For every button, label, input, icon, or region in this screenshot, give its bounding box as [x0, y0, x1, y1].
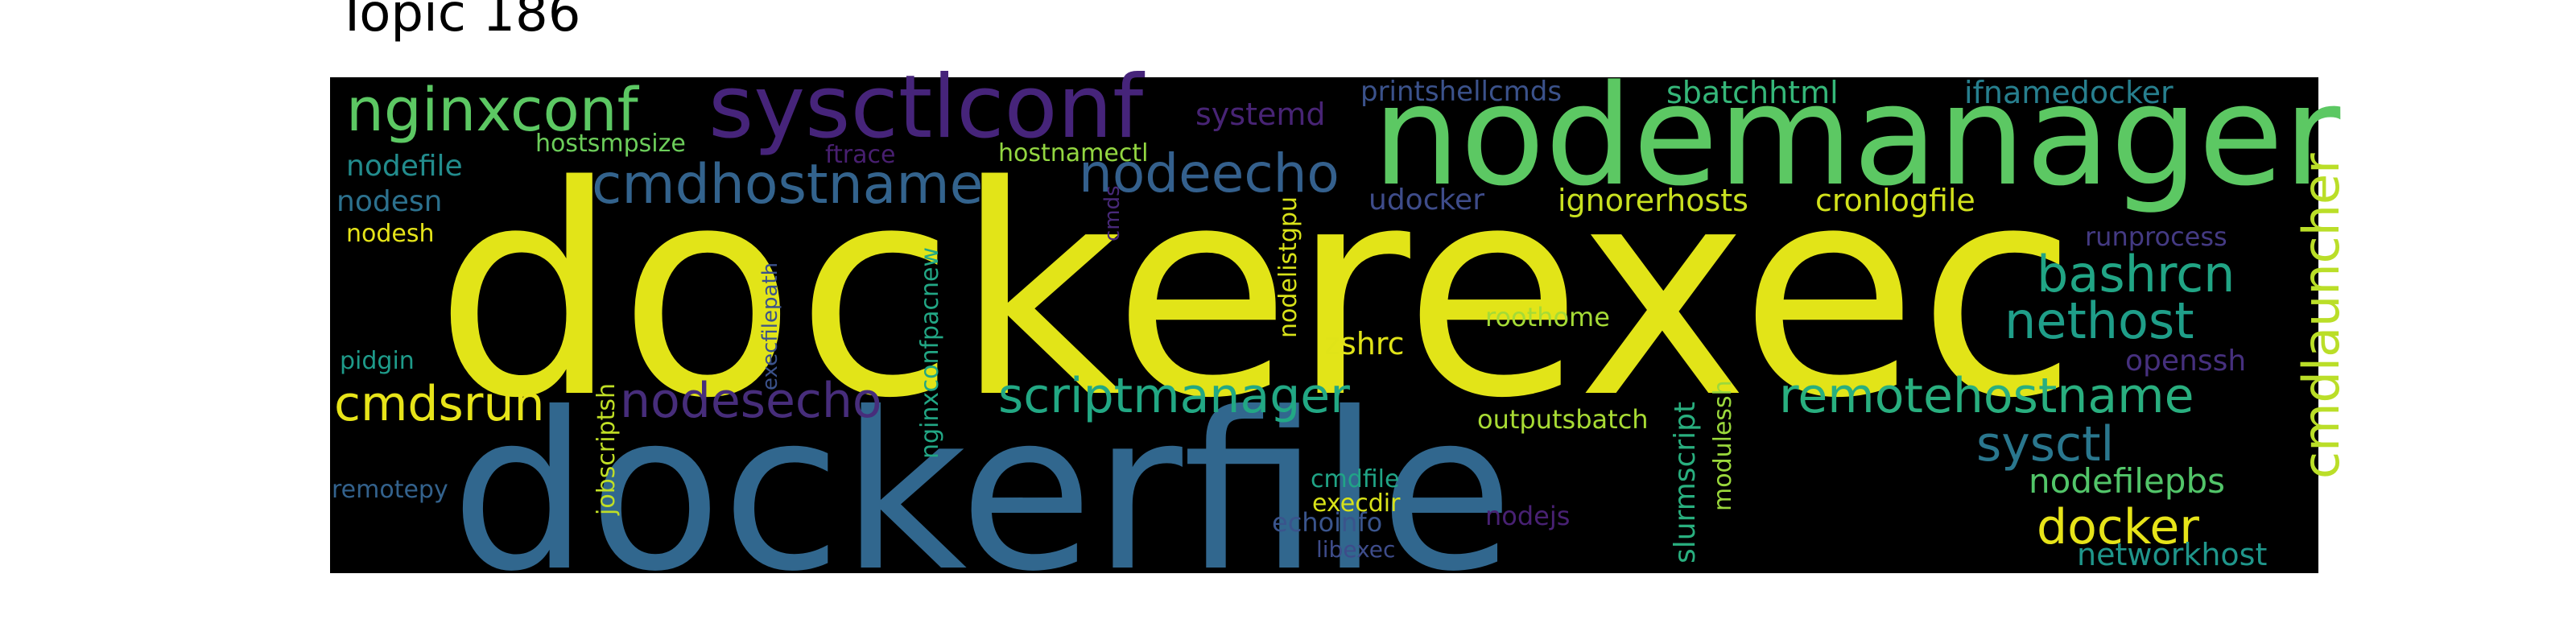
word-dockerexec: dockerexec — [435, 124, 2077, 461]
word-nodelistgpu: nodelistgpu — [1274, 196, 1302, 338]
word-jobscriptsh: jobscriptsh — [592, 383, 621, 516]
word-scriptmanager: scriptmanager — [998, 368, 1350, 424]
word-nodesh: nodesh — [346, 220, 435, 248]
word-cmdsrun: cmdsrun — [334, 376, 545, 432]
word-ifnamedocker: ifnamedocker — [1964, 75, 2174, 110]
word-cmdfile: cmdfile — [1311, 465, 1399, 493]
word-cmdlauncher: cmdlauncher — [2292, 153, 2351, 479]
word-echoinfo: echoinfo — [1272, 507, 1382, 538]
word-hostsmpsize: hostsmpsize — [535, 130, 686, 158]
word-slurmscript: slurmscript — [1669, 402, 1702, 564]
word-outputsbatch: outputsbatch — [1477, 404, 1649, 435]
word-cloud-background — [330, 77, 2318, 573]
word-dockerfile: dockerfile — [451, 365, 1513, 619]
chart-title: Topic 186 — [336, 0, 580, 43]
word-remotepy: remotepy — [332, 476, 448, 504]
word-ftrace: ftrace — [825, 141, 895, 169]
word-nginxconf: nginxconf — [346, 76, 640, 145]
word-pidgin: pidgin — [340, 347, 415, 375]
word-hostnamectl: hostnamectl — [998, 139, 1148, 167]
word-execfilepath: execfilepath — [758, 262, 782, 390]
word-nodesecho: nodesecho — [620, 373, 882, 429]
word-runprocess: runprocess — [2085, 221, 2227, 252]
word-remotehostname: remotehostname — [1779, 368, 2194, 424]
word-nodejs: nodejs — [1485, 501, 1570, 531]
word-nodeecho: nodeecho — [1079, 142, 1340, 204]
word-nodemanager: nodemanager — [1373, 55, 2341, 217]
word-printshellcmds: printshellcmds — [1360, 76, 1562, 108]
word-nodefilepbs: nodefilepbs — [2029, 461, 2225, 501]
word-networkhost: networkhost — [2077, 537, 2267, 572]
word-cmds: cmds — [1100, 185, 1125, 242]
word-sysctlconf: sysctlconf — [708, 57, 1146, 158]
word-cronlogfile: cronlogfile — [1815, 183, 1975, 218]
word-libexec: libexec — [1316, 536, 1395, 563]
word-execdir: execdir — [1312, 489, 1401, 518]
word-bashrcn: bashrcn — [2037, 245, 2235, 303]
word-zshrc: zshrc — [1324, 326, 1405, 361]
word-sbatchhtml: sbatchhtml — [1666, 75, 1839, 110]
word-nodesn: nodesn — [336, 185, 442, 218]
word-sysctl: sysctl — [1976, 416, 2114, 473]
word-udocker: udocker — [1368, 184, 1484, 217]
word-openssh: openssh — [2125, 345, 2246, 378]
word-cmdhostname: cmdhostname — [592, 153, 983, 217]
word-nginxconfpacnew: nginxconfpacnew — [916, 247, 944, 459]
word-roothome: roothome — [1485, 302, 1610, 332]
word-ignorerhosts: ignorerhosts — [1558, 183, 1748, 218]
word-nodefile: nodefile — [346, 150, 463, 183]
word-systemd: systemd — [1195, 97, 1326, 132]
word-docker: docker — [2037, 499, 2199, 555]
word-nethost: nethost — [2004, 291, 2194, 350]
word-modulessh: modulessh — [1709, 380, 1737, 511]
